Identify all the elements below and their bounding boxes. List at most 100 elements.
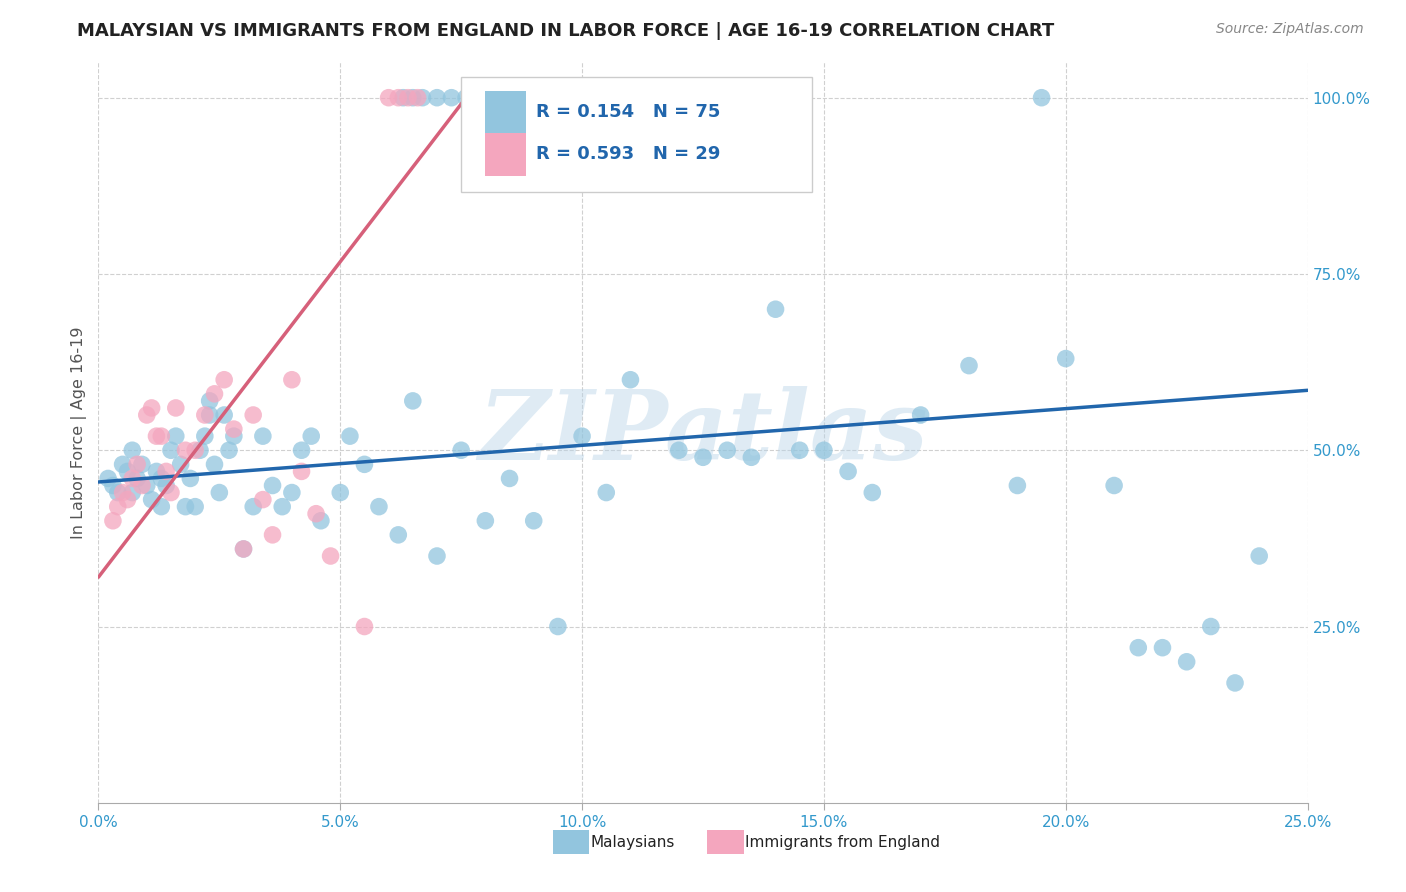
- Point: [305, 507, 328, 521]
- Point: [242, 500, 264, 514]
- Point: [319, 549, 342, 563]
- Point: [165, 401, 187, 415]
- Point: [222, 422, 245, 436]
- Point: [1102, 478, 1125, 492]
- Point: [150, 429, 173, 443]
- Point: [252, 492, 274, 507]
- Point: [353, 619, 375, 633]
- Y-axis label: In Labor Force | Age 16-19: In Labor Force | Age 16-19: [72, 326, 87, 539]
- Point: [262, 478, 284, 492]
- Point: [117, 464, 139, 478]
- Point: [212, 373, 235, 387]
- Point: [498, 471, 520, 485]
- Point: [813, 443, 835, 458]
- Point: [339, 429, 361, 443]
- Point: [107, 500, 129, 514]
- Point: [127, 458, 149, 472]
- Text: Source: ZipAtlas.com: Source: ZipAtlas.com: [1216, 22, 1364, 37]
- Point: [619, 373, 641, 387]
- Point: [402, 393, 425, 408]
- Point: [1031, 91, 1053, 105]
- Point: [208, 485, 231, 500]
- Point: [411, 91, 433, 105]
- Point: [329, 485, 352, 500]
- Point: [121, 471, 143, 485]
- Point: [353, 458, 375, 472]
- Point: [910, 408, 932, 422]
- Point: [141, 492, 163, 507]
- Point: [668, 443, 690, 458]
- Point: [1054, 351, 1077, 366]
- Point: [271, 500, 294, 514]
- Point: [111, 485, 134, 500]
- Point: [498, 91, 520, 105]
- Point: [396, 91, 419, 105]
- Point: [387, 91, 409, 105]
- Point: [174, 500, 197, 514]
- Point: [716, 443, 738, 458]
- Point: [101, 514, 124, 528]
- Point: [135, 408, 157, 422]
- Point: [188, 443, 211, 458]
- Point: [141, 401, 163, 415]
- Point: [101, 478, 124, 492]
- Text: ZIPatlas: ZIPatlas: [478, 385, 928, 480]
- Point: [392, 91, 415, 105]
- FancyBboxPatch shape: [461, 78, 811, 192]
- Point: [198, 408, 221, 422]
- Point: [194, 408, 217, 422]
- Text: R = 0.593   N = 29: R = 0.593 N = 29: [536, 145, 720, 163]
- Point: [547, 619, 569, 633]
- Point: [160, 485, 183, 500]
- Point: [1223, 676, 1246, 690]
- Point: [595, 485, 617, 500]
- Text: Malaysians: Malaysians: [591, 835, 675, 849]
- Point: [204, 387, 226, 401]
- Point: [174, 443, 197, 458]
- Point: [184, 443, 207, 458]
- Point: [262, 528, 284, 542]
- Point: [131, 478, 153, 492]
- Point: [121, 443, 143, 458]
- Point: [290, 443, 312, 458]
- Point: [165, 429, 187, 443]
- Point: [160, 443, 183, 458]
- Point: [222, 429, 245, 443]
- Point: [387, 528, 409, 542]
- Point: [440, 91, 463, 105]
- Point: [204, 458, 226, 472]
- Point: [232, 541, 254, 556]
- Point: [218, 443, 240, 458]
- Point: [107, 485, 129, 500]
- Point: [212, 408, 235, 422]
- Point: [179, 471, 201, 485]
- Point: [1128, 640, 1150, 655]
- Point: [299, 429, 322, 443]
- Text: R = 0.154   N = 75: R = 0.154 N = 75: [536, 103, 720, 121]
- Point: [252, 429, 274, 443]
- Point: [484, 91, 506, 105]
- Point: [406, 91, 429, 105]
- Point: [194, 429, 217, 443]
- Point: [426, 549, 449, 563]
- Point: [454, 91, 477, 105]
- FancyBboxPatch shape: [485, 91, 526, 135]
- Point: [1199, 619, 1222, 633]
- Point: [184, 500, 207, 514]
- Point: [155, 478, 177, 492]
- Point: [97, 471, 120, 485]
- Point: [309, 514, 332, 528]
- Point: [135, 478, 157, 492]
- Point: [150, 500, 173, 514]
- Point: [692, 450, 714, 465]
- Point: [765, 302, 787, 317]
- Point: [740, 450, 762, 465]
- Point: [860, 485, 883, 500]
- Point: [290, 464, 312, 478]
- Point: [470, 91, 492, 105]
- Point: [145, 429, 167, 443]
- Point: [169, 458, 191, 472]
- Point: [131, 458, 153, 472]
- Point: [402, 91, 425, 105]
- Point: [242, 408, 264, 422]
